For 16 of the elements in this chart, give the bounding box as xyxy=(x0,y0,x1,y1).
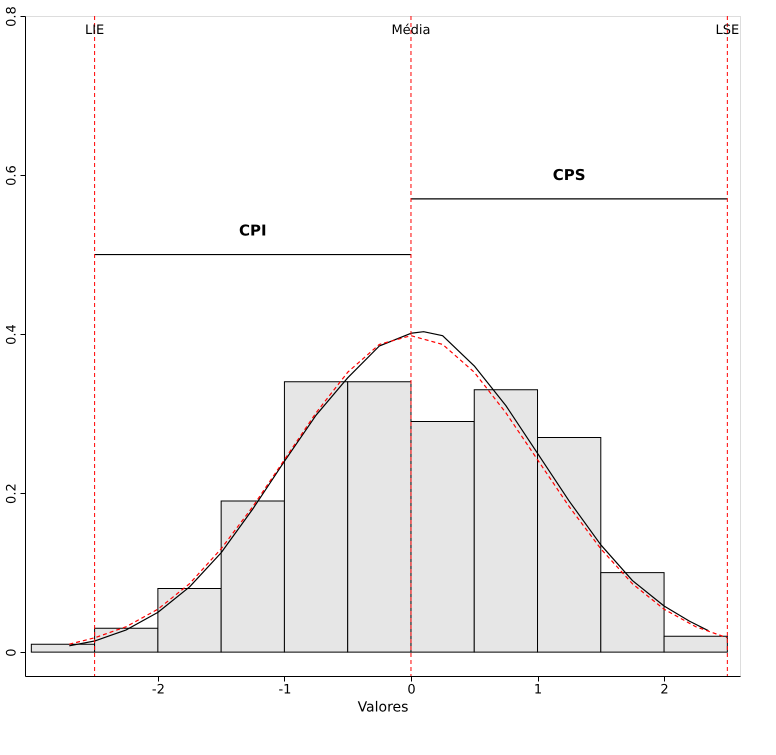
x-tick-label: 1 xyxy=(534,682,542,698)
y-tick-label: 0.6 xyxy=(4,165,20,186)
x-tick-label: -2 xyxy=(152,682,165,698)
ref-line-label: LIE xyxy=(84,23,104,38)
annotation: CPS xyxy=(552,166,586,184)
ref-line-label: Média xyxy=(391,23,430,38)
x-axis-title: Valores xyxy=(358,700,408,716)
y-tick-label: 0.2 xyxy=(4,483,20,504)
annotation: CPI xyxy=(238,222,267,240)
ref-line-label: LSE xyxy=(715,23,740,38)
x-tick-label: 0 xyxy=(407,682,416,698)
y-tick-label: 0 xyxy=(4,648,20,657)
y-tick-label: 0.8 xyxy=(4,6,20,27)
x-tick-label: 2 xyxy=(660,682,669,698)
x-tick-label: -1 xyxy=(278,682,292,698)
y-tick-label: 0.4 xyxy=(4,324,20,345)
